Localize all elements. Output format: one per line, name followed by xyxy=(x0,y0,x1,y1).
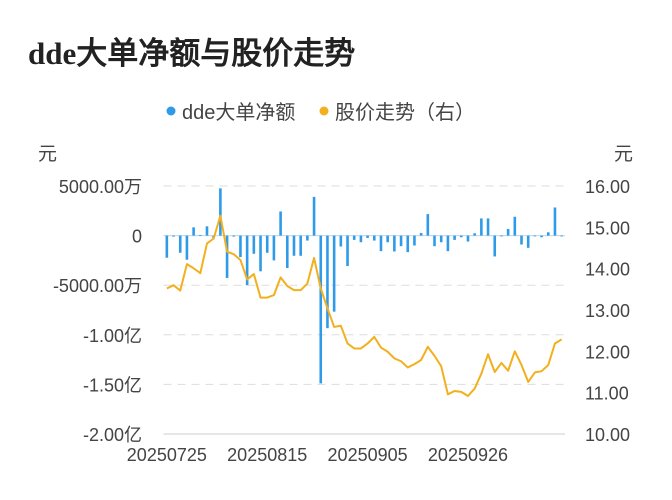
bar xyxy=(379,235,383,252)
bar xyxy=(453,235,456,240)
bar xyxy=(406,235,410,253)
right-tick-label: 11.00 xyxy=(585,384,629,404)
bar xyxy=(219,188,222,236)
bar xyxy=(225,235,229,278)
bar xyxy=(526,235,530,248)
left-tick-label: -1.50亿 xyxy=(83,375,142,395)
right-tick-label: 13.00 xyxy=(585,301,630,321)
bar xyxy=(413,235,416,246)
bar xyxy=(433,235,436,247)
left-tick-label: -1.00亿 xyxy=(83,326,142,346)
bar xyxy=(493,235,497,257)
bar xyxy=(252,235,256,254)
left-tick-label: -5000.00万 xyxy=(53,276,142,296)
bar xyxy=(285,235,289,269)
legend-label-bar: dde大单净额 xyxy=(182,101,295,124)
bar xyxy=(372,235,376,241)
x-tick-label: 20250926 xyxy=(428,445,508,465)
bar xyxy=(172,235,175,237)
bar xyxy=(439,235,443,243)
bar xyxy=(393,235,396,252)
bar xyxy=(205,226,209,236)
right-axis-unit: 元 xyxy=(614,144,633,165)
legend-label-line: 股价走势（右） xyxy=(335,101,475,124)
x-tick-label: 20250905 xyxy=(328,445,408,465)
bar xyxy=(553,207,557,236)
bar xyxy=(560,235,563,237)
right-tick-label: 16.00 xyxy=(585,177,630,197)
bar xyxy=(473,233,476,236)
bar xyxy=(533,235,537,237)
bar xyxy=(459,235,463,238)
bar xyxy=(319,235,323,384)
bar xyxy=(265,235,269,253)
right-tick-label: 14.00 xyxy=(585,260,630,280)
legend-marker-bar xyxy=(166,106,176,116)
bar xyxy=(339,235,343,247)
bar xyxy=(500,235,503,237)
bar xyxy=(272,235,276,261)
bar xyxy=(359,235,363,243)
bar xyxy=(326,235,329,329)
bar xyxy=(232,235,236,237)
bar xyxy=(178,235,182,253)
bar xyxy=(419,232,423,236)
bar xyxy=(480,218,483,236)
x-tick-label: 20250815 xyxy=(227,445,307,465)
bar xyxy=(332,235,336,312)
bar xyxy=(540,235,543,238)
left-tick-label: 5000.00万 xyxy=(59,177,142,197)
bar xyxy=(346,235,349,267)
left-axis-unit: 元 xyxy=(38,144,57,165)
bar xyxy=(306,235,309,241)
price-line xyxy=(166,214,563,397)
bar xyxy=(259,235,262,272)
bar xyxy=(399,235,403,247)
bar xyxy=(486,218,490,236)
bar xyxy=(199,235,202,236)
bar xyxy=(446,235,450,252)
legend-marker-line xyxy=(319,106,329,116)
bar xyxy=(466,235,470,242)
bar xyxy=(520,235,523,245)
bar xyxy=(352,235,356,240)
bar xyxy=(279,211,282,236)
bar xyxy=(546,232,550,236)
bar xyxy=(192,227,195,236)
bar xyxy=(386,235,389,243)
bar xyxy=(165,235,169,258)
right-tick-label: 12.00 xyxy=(585,342,630,362)
chart-title: dde大单净额与股价走势 xyxy=(28,36,356,71)
right-tick-label: 15.00 xyxy=(585,218,630,238)
right-tick-label: 10.00 xyxy=(585,425,630,445)
bar xyxy=(185,235,189,260)
x-tick-label: 20250725 xyxy=(127,445,207,465)
bar xyxy=(506,228,510,236)
bar xyxy=(426,214,430,236)
bar xyxy=(239,235,242,258)
left-tick-label: 0 xyxy=(132,227,142,247)
bar xyxy=(299,235,302,256)
bar xyxy=(292,235,296,256)
bar xyxy=(245,235,249,286)
left-tick-label: -2.00亿 xyxy=(83,425,142,445)
bar xyxy=(366,235,369,238)
bar xyxy=(513,216,517,236)
bar xyxy=(312,196,316,236)
